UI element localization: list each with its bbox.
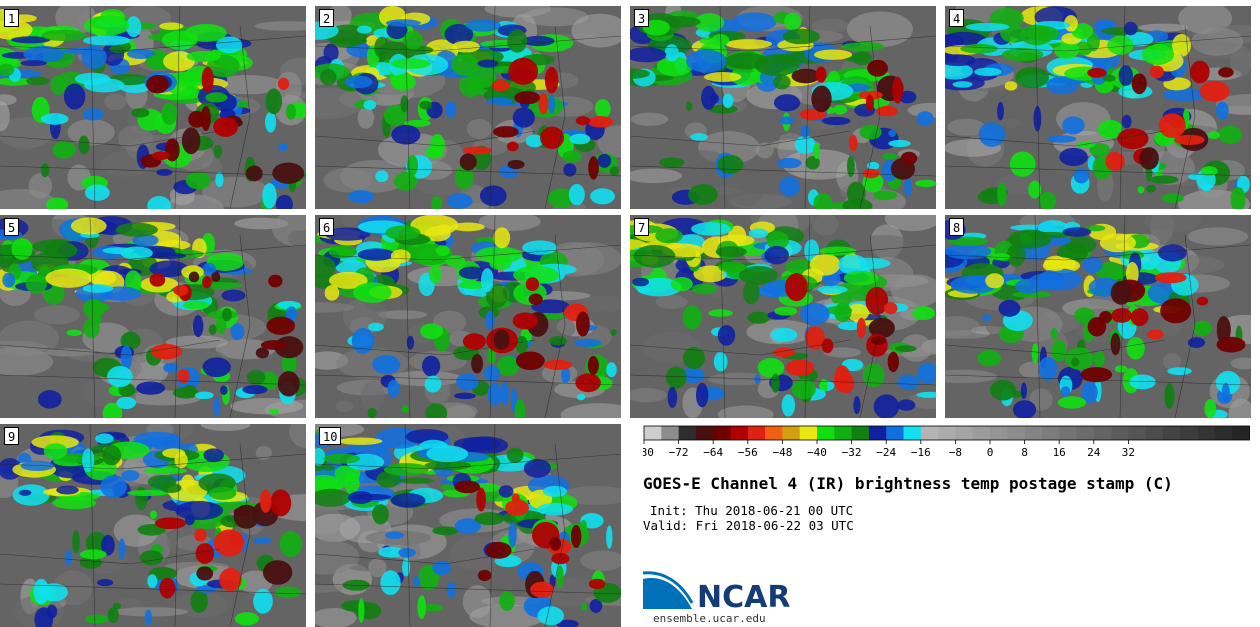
colorbar-bin	[1232, 426, 1250, 440]
colorbar-tick-label: −48	[772, 446, 792, 459]
colorbar-bin	[782, 426, 800, 440]
member-label: 5	[4, 218, 20, 236]
member-panel-9: 9	[0, 424, 306, 627]
member-panel-6: 6	[315, 215, 621, 418]
member-label: 8	[949, 218, 965, 236]
colorbar-bin	[1214, 426, 1233, 440]
member-label: 3	[634, 9, 650, 27]
figure-title: GOES-E Channel 4 (IR) brightness temp po…	[643, 474, 1173, 493]
ir-brightness-map	[630, 6, 936, 209]
member-panel-1: 1	[0, 6, 306, 209]
colorbar-bin	[990, 426, 1008, 440]
colorbar-tick-label: −8	[949, 446, 962, 459]
colorbar-tick-label: −80	[643, 446, 654, 459]
colorbar-tick-label: −72	[669, 446, 689, 459]
member-label: 1	[4, 9, 20, 27]
member-label: 6	[319, 218, 335, 236]
colorbar-bin	[938, 426, 956, 440]
colorbar-tick-label: 32	[1122, 446, 1135, 459]
colorbar-tick-label: 8	[1021, 446, 1028, 459]
init-time: Init: Thu 2018-06-21 00 UTC	[650, 503, 854, 518]
colorbar-bin	[1128, 426, 1146, 440]
ir-brightness-map	[0, 6, 306, 209]
colorbar-bin	[1024, 426, 1043, 440]
logo-url: ensemble.ucar.edu	[653, 612, 766, 625]
member-panel-10: 10	[315, 424, 621, 627]
colorbar-tick-label: −16	[911, 446, 931, 459]
colorbar-tick-label: −56	[738, 446, 758, 459]
colorbar-bin	[713, 426, 731, 440]
member-label: 4	[949, 9, 965, 27]
colorbar-bin	[799, 426, 818, 440]
colorbar-bin	[834, 426, 852, 440]
colorbar-tick-label: 0	[987, 446, 994, 459]
ncar-wordmark: NCAR	[697, 580, 791, 615]
colorbar-bin	[765, 426, 783, 440]
member-panel-4: 4	[945, 6, 1251, 209]
colorbar-bin	[747, 426, 766, 440]
ir-brightness-map	[315, 215, 621, 418]
colorbar-bin	[1197, 426, 1216, 440]
colorbar-bin	[1041, 426, 1060, 440]
ncar-logo-icon	[642, 571, 694, 609]
colorbar-bin	[868, 426, 887, 440]
ir-brightness-map	[630, 215, 936, 418]
ir-brightness-map	[315, 424, 621, 627]
colorbar-bin	[903, 426, 922, 440]
member-panel-3: 3	[630, 6, 936, 209]
colorbar-bin	[1007, 426, 1025, 440]
member-label: 2	[319, 9, 335, 27]
member-panel-8: 8	[945, 215, 1251, 418]
ir-brightness-map	[0, 424, 306, 627]
colorbar-tick-label: −64	[703, 446, 723, 459]
ir-brightness-map	[945, 6, 1251, 209]
member-label: 9	[4, 427, 20, 445]
member-panel-2: 2	[315, 6, 621, 209]
member-label: 7	[634, 218, 650, 236]
colorbar-tick-label: −32	[842, 446, 862, 459]
colorbar-bin	[955, 426, 973, 440]
colorbar-bin	[851, 426, 870, 440]
ir-brightness-map	[0, 215, 306, 418]
colorbar-bin	[1111, 426, 1129, 440]
ir-brightness-map	[945, 215, 1251, 418]
colorbar-bin	[1163, 426, 1181, 440]
colorbar-bin	[817, 426, 835, 440]
colorbar-outline	[643, 425, 1250, 441]
colorbar-bin	[886, 426, 904, 440]
colorbar-tick-label: −40	[807, 446, 827, 459]
ir-brightness-map	[315, 6, 621, 209]
colorbar-bin	[1180, 426, 1198, 440]
member-panel-7: 7	[630, 215, 936, 418]
colorbar-bin	[1076, 426, 1095, 440]
member-panel-5: 5	[0, 215, 306, 418]
colorbar-bin	[1093, 426, 1112, 440]
valid-time: Valid: Fri 2018-06-22 03 UTC	[643, 518, 854, 533]
colorbar-bin	[1059, 426, 1077, 440]
colorbar-bin	[678, 426, 697, 440]
colorbar-bin	[661, 426, 679, 440]
colorbar-bin	[695, 426, 714, 440]
colorbar-bin	[644, 426, 662, 440]
colorbar-tick-label: −24	[876, 446, 896, 459]
colorbar-bin	[920, 426, 939, 440]
colorbar-bin	[730, 426, 749, 440]
colorbar-bin	[972, 426, 991, 440]
colorbar-tick-label: 16	[1053, 446, 1066, 459]
colorbar-bin	[1145, 426, 1164, 440]
member-label: 10	[319, 427, 342, 445]
colorbar-tick-label: 24	[1087, 446, 1101, 459]
